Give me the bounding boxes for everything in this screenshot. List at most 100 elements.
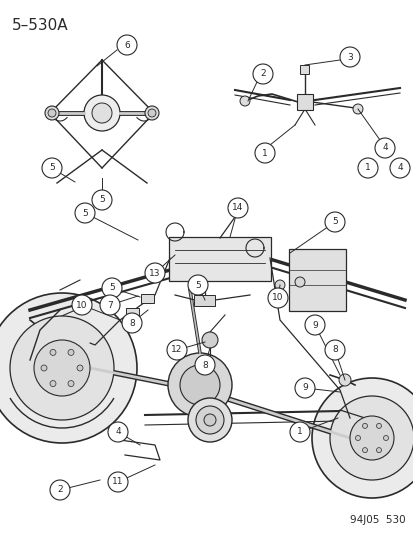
Circle shape [50,350,56,356]
Text: 7: 7 [107,301,113,310]
Circle shape [382,435,387,440]
Circle shape [108,422,128,442]
Text: 9: 9 [311,320,317,329]
Circle shape [228,198,247,218]
Circle shape [204,414,216,426]
Circle shape [338,374,350,386]
Circle shape [195,406,223,434]
Text: 10: 10 [272,294,283,303]
Circle shape [352,104,362,114]
Text: 2: 2 [259,69,265,78]
FancyBboxPatch shape [169,237,271,281]
Circle shape [195,355,214,375]
Text: 5: 5 [99,196,104,205]
Circle shape [0,293,137,443]
FancyBboxPatch shape [141,294,154,303]
Circle shape [375,448,380,453]
Text: 3: 3 [346,52,352,61]
Circle shape [202,332,218,348]
Text: 4: 4 [115,427,121,437]
Text: 5: 5 [331,217,337,227]
Text: 5: 5 [109,284,114,293]
Circle shape [102,278,122,298]
Circle shape [289,422,309,442]
Circle shape [339,47,359,67]
Circle shape [294,277,304,287]
Circle shape [122,313,142,333]
Circle shape [77,365,83,371]
Circle shape [41,365,47,371]
Text: 12: 12 [171,345,182,354]
Circle shape [240,96,249,106]
Circle shape [180,365,219,405]
Circle shape [68,381,74,386]
Circle shape [349,416,393,460]
Circle shape [362,448,367,453]
Circle shape [92,190,112,210]
Circle shape [147,109,156,117]
Text: 94J05  530: 94J05 530 [349,515,405,525]
Circle shape [75,203,95,223]
Text: 1: 1 [297,427,302,437]
Text: 10: 10 [76,301,88,310]
Circle shape [117,35,137,55]
FancyBboxPatch shape [296,94,312,110]
Circle shape [311,378,413,498]
Circle shape [45,106,59,120]
Circle shape [324,340,344,360]
Text: 5: 5 [49,164,55,173]
Circle shape [50,480,70,500]
Circle shape [168,353,231,417]
FancyBboxPatch shape [300,64,309,74]
FancyBboxPatch shape [126,308,139,317]
Circle shape [42,158,62,178]
Text: 5–530A: 5–530A [12,18,69,33]
Circle shape [252,64,272,84]
FancyBboxPatch shape [288,249,345,311]
Circle shape [166,340,187,360]
Text: 4: 4 [396,164,402,173]
Circle shape [274,280,284,290]
Text: 2: 2 [57,486,63,495]
Text: 5: 5 [195,280,200,289]
Circle shape [84,95,120,131]
Circle shape [48,109,56,117]
Circle shape [145,263,165,283]
Text: 9: 9 [301,384,307,392]
Circle shape [34,340,90,396]
Circle shape [267,288,287,308]
Text: 11: 11 [112,478,123,487]
Circle shape [10,316,114,420]
Circle shape [355,435,360,440]
Circle shape [294,378,314,398]
Circle shape [374,138,394,158]
Circle shape [108,472,128,492]
Circle shape [68,350,74,356]
Circle shape [329,396,413,480]
Text: 5: 5 [82,208,88,217]
Circle shape [50,381,56,386]
Text: 1: 1 [261,149,267,157]
Circle shape [324,212,344,232]
Circle shape [188,398,231,442]
Circle shape [145,106,159,120]
Circle shape [100,295,120,315]
Circle shape [357,158,377,178]
Circle shape [92,103,112,123]
Text: 13: 13 [149,269,160,278]
Circle shape [375,423,380,429]
Text: 1: 1 [364,164,370,173]
Circle shape [304,315,324,335]
Circle shape [362,423,367,429]
Text: 8: 8 [331,345,337,354]
Text: 8: 8 [202,360,207,369]
Circle shape [72,295,92,315]
Circle shape [389,158,409,178]
Circle shape [188,275,207,295]
Text: 14: 14 [232,204,243,213]
Text: 8: 8 [129,319,135,327]
FancyBboxPatch shape [194,295,215,305]
Text: 4: 4 [381,143,387,152]
Text: 6: 6 [124,41,130,50]
Circle shape [254,143,274,163]
